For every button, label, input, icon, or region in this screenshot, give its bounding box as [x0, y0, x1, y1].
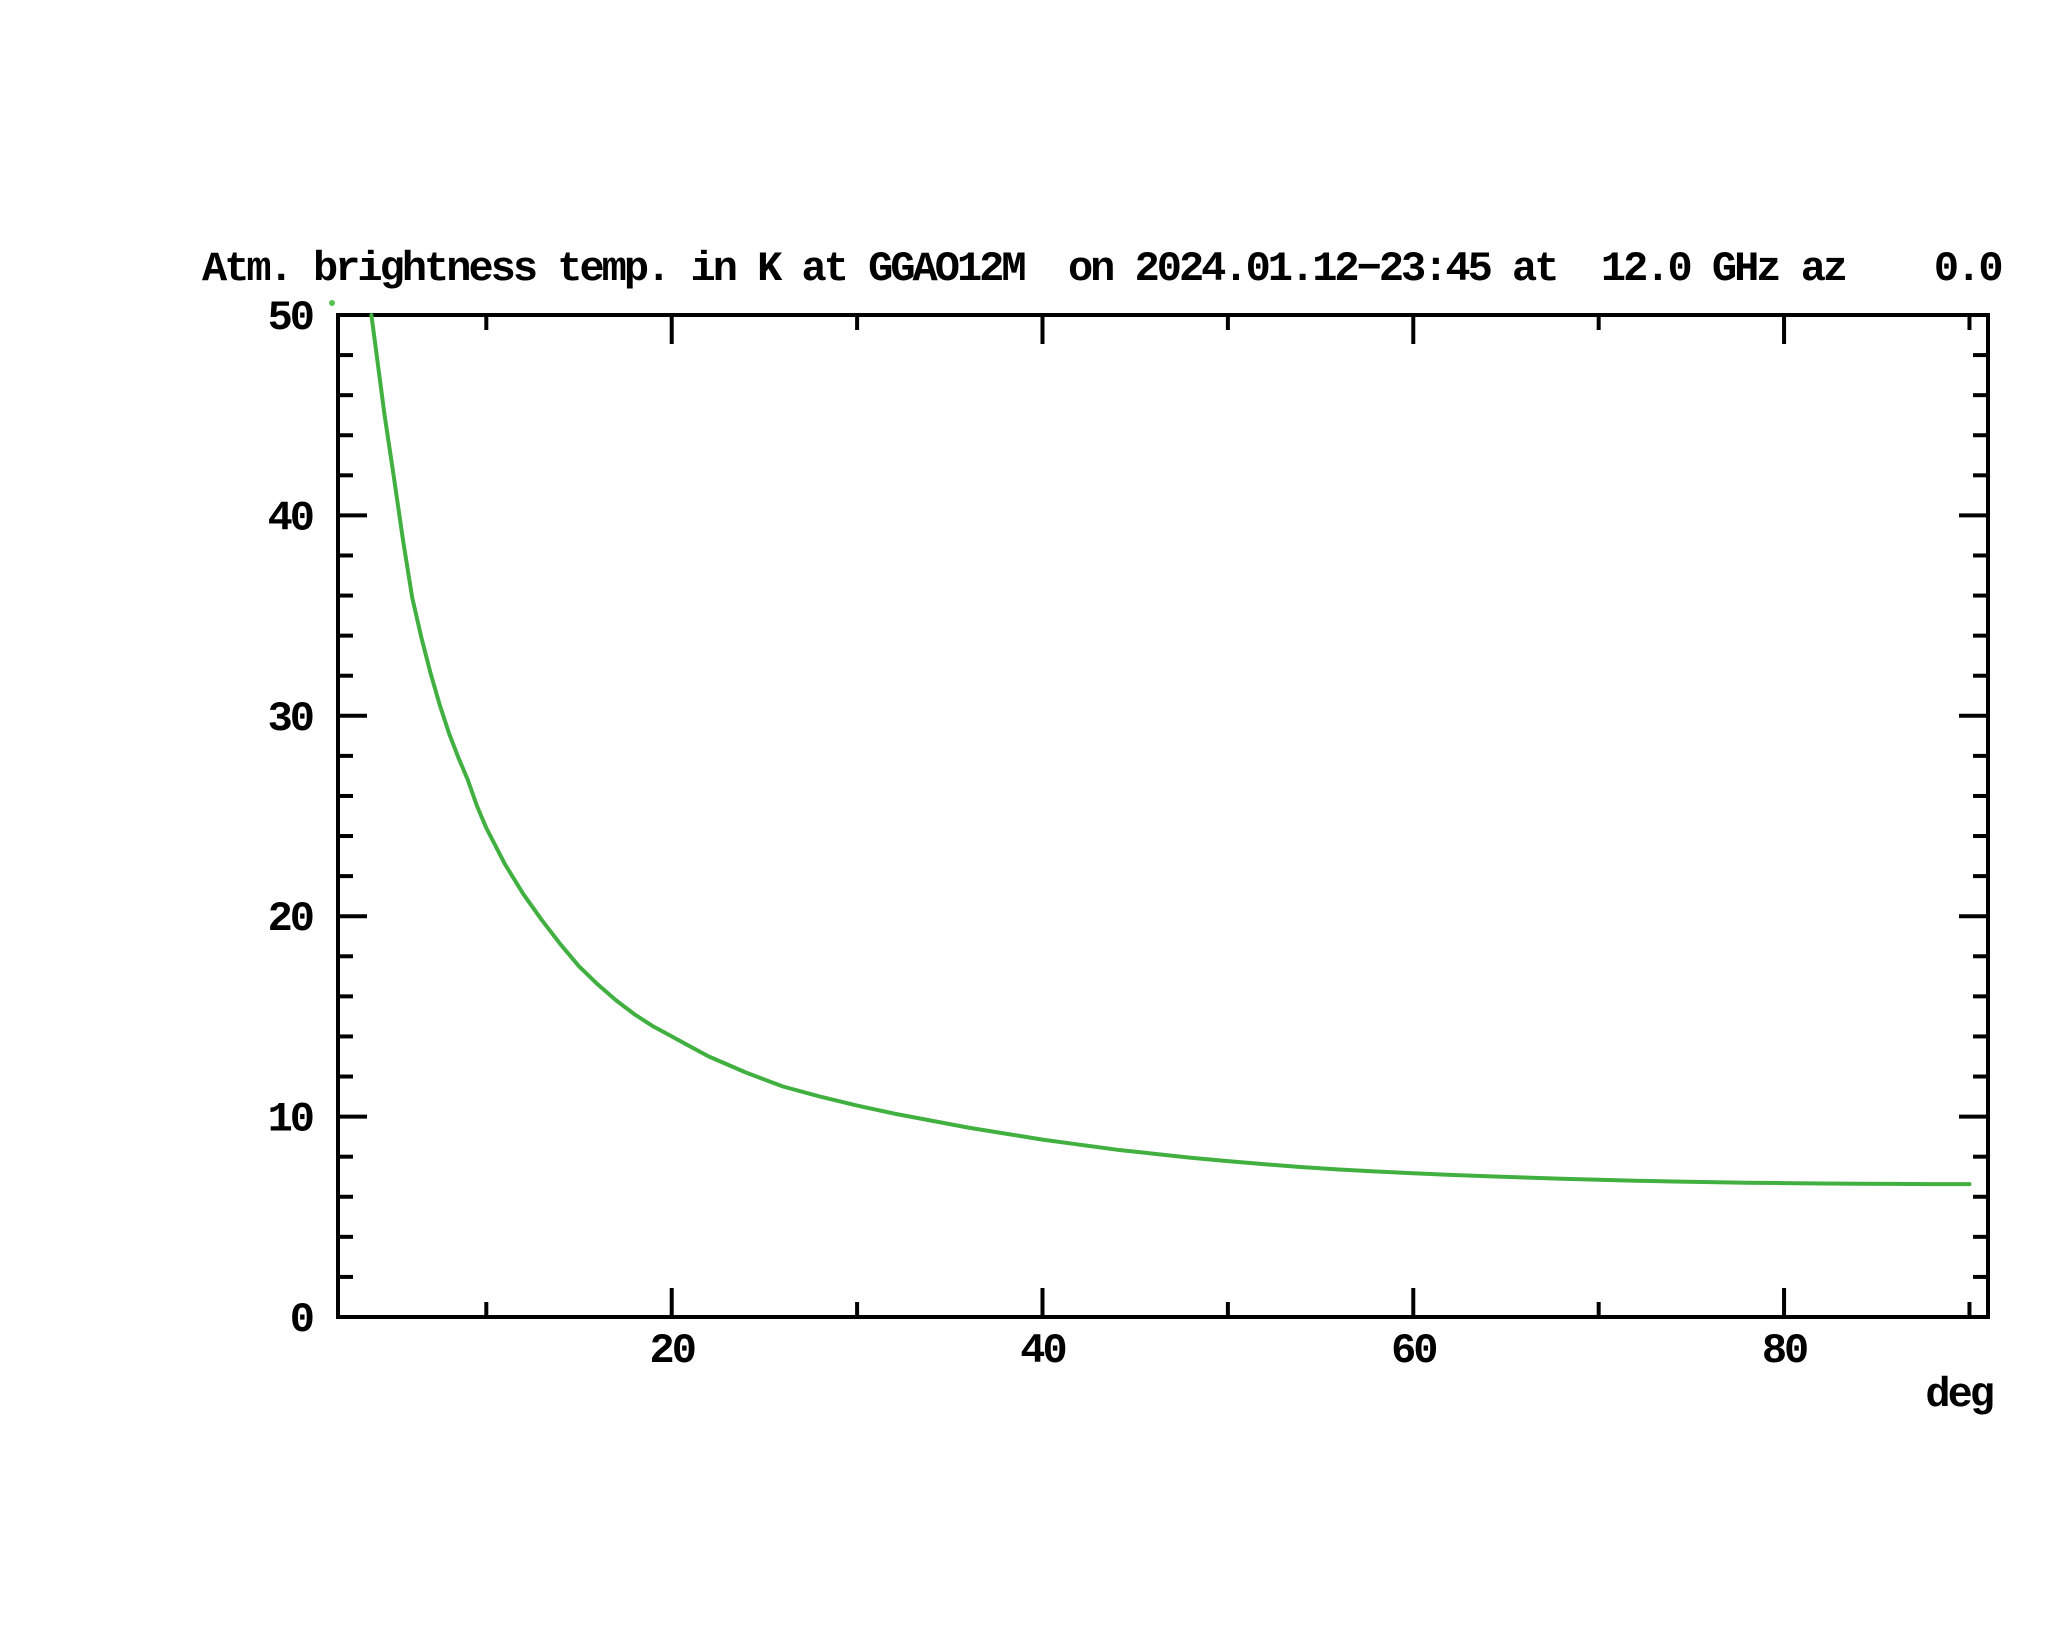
- y-tick-label: 10: [268, 1096, 313, 1144]
- chart-title: Atm. brightness temp. in K at GGAO12M on…: [202, 245, 2004, 293]
- y-tick-label: 40: [268, 494, 313, 542]
- x-tick-label: 20: [649, 1327, 694, 1375]
- x-axis-unit-label: deg: [1925, 1371, 1992, 1419]
- y-tick-label: 20: [268, 895, 313, 943]
- x-tick-label: 60: [1391, 1327, 1436, 1375]
- y-tick-label: 30: [268, 695, 313, 743]
- y-tick-label: 50: [268, 294, 313, 342]
- y-tick-label: 0: [290, 1296, 313, 1344]
- x-tick-label: 80: [1762, 1327, 1807, 1375]
- stray-point-dot: [329, 300, 335, 306]
- axis-ticks: [338, 313, 1988, 1319]
- temperature-curve: [369, 313, 1972, 1187]
- plot-box: [336, 313, 1990, 1319]
- axis-tick-labels: 20 40 60 80 0 10 20 30 40 50: [268, 294, 1810, 1375]
- x-tick-label: 40: [1020, 1327, 1065, 1375]
